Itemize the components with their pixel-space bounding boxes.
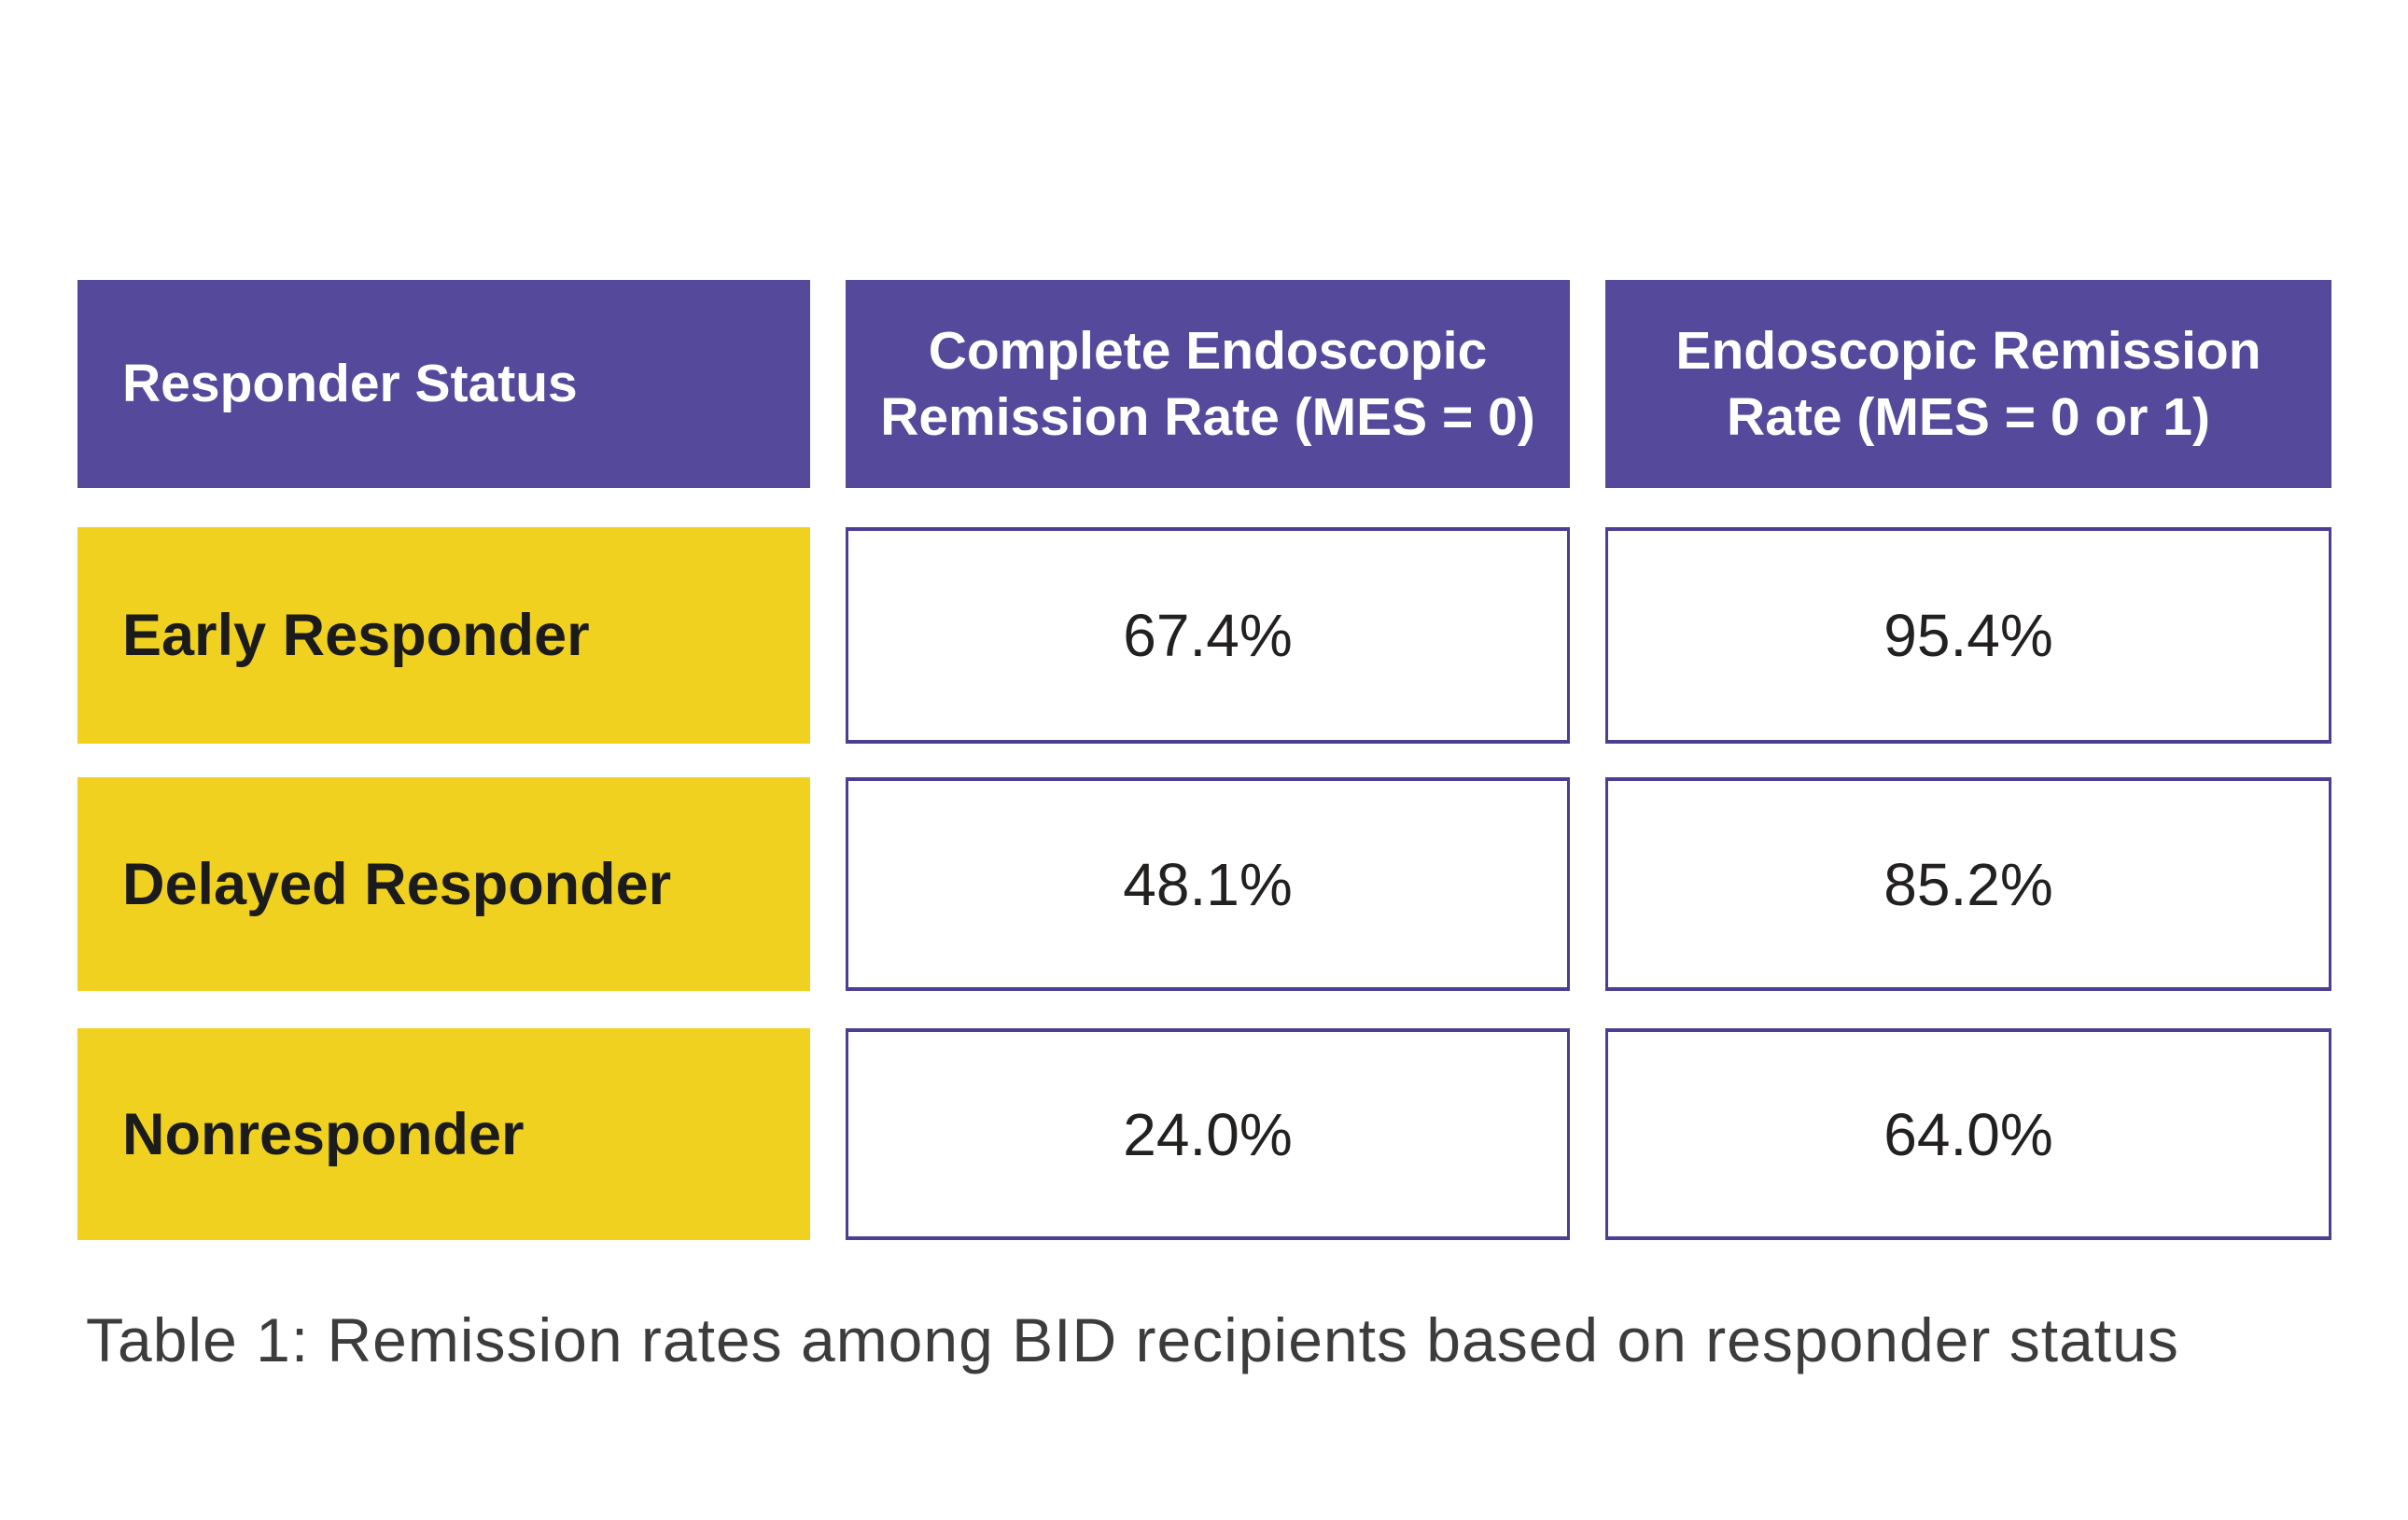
row-label-early-responder: Early Responder [77,527,810,744]
value-cell-delayed-complete-remission: 48.1% [846,777,1570,991]
remission-table: Responder Status Complete Endoscopic Rem… [77,280,2331,1240]
table-caption: Table 1: Remission rates among BID recip… [86,1305,2179,1374]
column-header-complete-endoscopic-remission: Complete Endoscopic Remission Rate (MES … [846,280,1570,488]
value-cell-early-complete-remission: 67.4% [846,527,1570,744]
header-line: Rate (MES = 0 or 1) [1727,386,2210,447]
table-header-row: Responder Status Complete Endoscopic Rem… [77,280,2331,488]
header-line: Responder Status [122,354,578,413]
row-label-delayed-responder: Delayed Responder [77,777,810,991]
table-row-nonresponder: Nonresponder 24.0% 64.0% [77,1028,2331,1240]
value-cell-nonresponder-complete-remission: 24.0% [846,1028,1570,1240]
row-label-nonresponder: Nonresponder [77,1028,810,1240]
header-line: Complete Endoscopic [928,320,1488,381]
value-cell-nonresponder-endoscopic-remission: 64.0% [1605,1028,2331,1240]
header-line: Endoscopic Remission [1675,320,2261,381]
value-cell-delayed-endoscopic-remission: 85.2% [1605,777,2331,991]
table-row-delayed-responder: Delayed Responder 48.1% 85.2% [77,777,2331,991]
column-header-responder-status: Responder Status [77,280,810,488]
value-cell-early-endoscopic-remission: 95.4% [1605,527,2331,744]
header-line: Remission Rate (MES = 0) [880,386,1535,447]
column-header-endoscopic-remission: Endoscopic Remission Rate (MES = 0 or 1) [1605,280,2331,488]
table-row-early-responder: Early Responder 67.4% 95.4% [77,527,2331,744]
